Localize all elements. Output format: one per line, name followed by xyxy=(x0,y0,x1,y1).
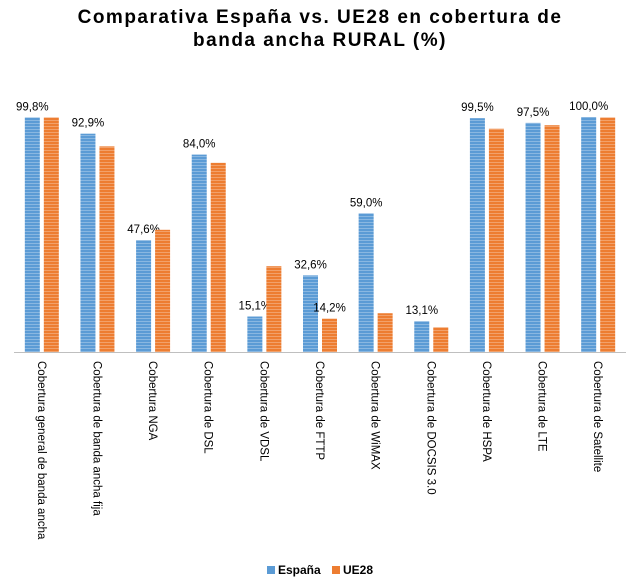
data-label-espana-9: 97,5% xyxy=(517,107,550,119)
bar-espana-0 xyxy=(24,117,40,352)
legend-swatch-ue28 xyxy=(332,566,340,574)
bar-ue28-10 xyxy=(600,117,616,352)
bar-espana-5 xyxy=(303,275,318,352)
data-label-espana-5: 32,6% xyxy=(294,259,327,271)
bar-espana-4 xyxy=(247,316,263,352)
category-label-2: Cobertura NGA xyxy=(146,361,158,441)
bar-espana-3 xyxy=(191,154,207,352)
bar-ue28-3 xyxy=(210,162,226,352)
category-label-9: Cobertura de LTE xyxy=(536,361,548,452)
category-label-8: Cobertura de HSPA xyxy=(480,361,492,462)
bar-ue28-7 xyxy=(433,327,449,352)
data-label-espana-4: 15,1% xyxy=(239,301,272,313)
data-label-ue28-5: 14,2% xyxy=(313,303,346,315)
bar-espana-8 xyxy=(469,118,485,352)
category-label-3: Cobertura de DSL xyxy=(202,361,214,454)
data-label-espana-8: 99,5% xyxy=(461,102,494,114)
data-label-espana-6: 59,0% xyxy=(350,197,383,209)
bar-ue28-4 xyxy=(266,266,282,352)
data-label-espana-2: 47,6% xyxy=(127,224,160,236)
bar-espana-7 xyxy=(414,321,430,352)
bar-espana-6 xyxy=(358,213,374,352)
category-label-5: Cobertura de FTTP xyxy=(313,361,325,460)
bar-ue28-9 xyxy=(544,125,560,352)
bar-espana-2 xyxy=(136,240,152,352)
chart-title-line-2: banda ancha RURAL (%) xyxy=(193,30,447,51)
bar-espana-1 xyxy=(80,133,96,352)
legend-item-espana: España xyxy=(266,563,321,577)
category-label-6: Cobertura de WiMAX xyxy=(369,361,381,470)
data-label-espana-1: 92,9% xyxy=(72,118,105,130)
legend-label-ue28: UE28 xyxy=(343,563,374,577)
bar-espana-10 xyxy=(581,117,597,352)
data-label-espana-3: 84,0% xyxy=(183,139,216,151)
chart-legend: España UE28 xyxy=(0,563,640,577)
bar-ue28-1 xyxy=(99,146,115,352)
bar-ue28-2 xyxy=(155,229,171,352)
data-label-espana-7: 13,1% xyxy=(405,305,438,317)
category-label-4: Cobertura de VDSL xyxy=(257,361,269,462)
category-label-10: Cobertura de Satellite xyxy=(591,361,603,472)
bar-ue28-6 xyxy=(377,313,393,352)
bar-ue28-8 xyxy=(488,128,504,352)
bar-ue28-0 xyxy=(43,117,59,352)
data-label-espana-10: 100,0% xyxy=(569,101,608,113)
legend-swatch-espana xyxy=(266,566,275,574)
legend-label-espana: España xyxy=(277,563,321,577)
category-label-7: Cobertura de DOCSIS 3.0 xyxy=(424,361,436,495)
bar-ue28-5 xyxy=(322,318,337,352)
legend-item-ue28: UE28 xyxy=(332,563,373,577)
category-label-1: Cobertura de banda ancha fija xyxy=(90,361,102,516)
data-label-espana-0: 99,8% xyxy=(16,101,49,113)
category-label-0: Cobertura general de banda ancha xyxy=(35,361,47,540)
chart-title-line-1: Comparativa España vs. UE28 en cobertura… xyxy=(77,7,563,28)
chart-title: Comparativa España vs. UE28 en cobertura… xyxy=(0,6,640,52)
bar-espana-9 xyxy=(525,122,541,352)
